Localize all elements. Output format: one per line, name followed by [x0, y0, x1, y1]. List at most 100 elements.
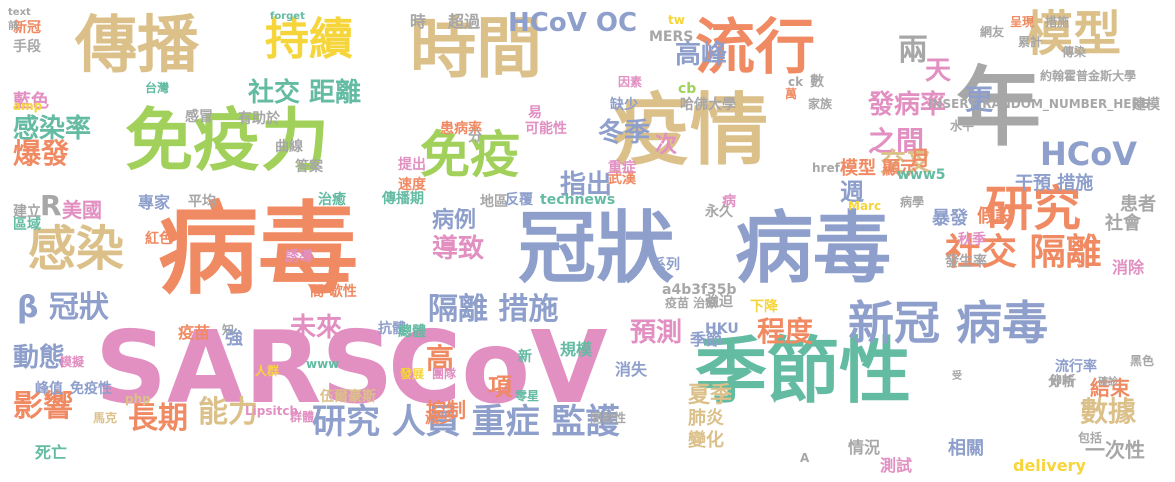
cloud-word: 確診 [1098, 377, 1118, 388]
cloud-word: 間歇性 [590, 411, 627, 425]
cloud-word: 結束 [1090, 376, 1130, 400]
cloud-word: 消失 [615, 360, 648, 379]
cloud-word: 伍爾豪斯 [320, 389, 376, 405]
cloud-word: 專家 [138, 193, 171, 212]
cloud-word: 感染 [28, 221, 125, 277]
cloud-word: 馬克 [93, 411, 118, 425]
cloud-word: cb [678, 81, 697, 97]
cloud-word: tw [668, 13, 685, 27]
cloud-word: 更 [965, 83, 994, 116]
cloud-word: 預測 [630, 318, 683, 348]
cloud-word: 群體 [290, 410, 315, 424]
cloud-word: 易 [528, 105, 542, 121]
cloud-word: 哈佛大學 [680, 97, 736, 113]
cloud-word: 峰值 [35, 381, 63, 397]
cloud-word: 疫苗 治療 [665, 296, 718, 310]
cloud-word: 夏季 [688, 383, 733, 408]
cloud-word: 指出 [560, 170, 613, 200]
cloud-word: 疫苗 [178, 323, 211, 342]
cloud-word: 知 [222, 323, 235, 337]
cloud-word: technews [540, 192, 616, 208]
cloud-word: 暴發 [932, 208, 968, 229]
cloud-word: php [125, 392, 151, 406]
cloud-word: 病毒 [158, 191, 358, 308]
cloud-word: 累計 [1018, 35, 1043, 49]
cloud-word: 團隊 [432, 367, 457, 381]
cloud-word: 年 [955, 58, 1041, 158]
cloud-word: 一次性 [1085, 438, 1145, 462]
cloud-word: 消除 [1112, 258, 1145, 277]
cloud-word: 冬季 [598, 118, 651, 148]
cloud-word: 交叉 [880, 148, 933, 178]
cloud-word: 因素 [618, 75, 643, 89]
cloud-word: 病毒 [735, 204, 892, 294]
cloud-word: HKU [705, 321, 739, 337]
cloud-word: 新冠 病毒 [848, 296, 1049, 350]
cloud-word: 總體 [398, 324, 426, 340]
cloud-word: 季節性 [695, 329, 912, 413]
cloud-word: 分 [468, 129, 482, 145]
cloud-word: 重症 [608, 160, 636, 176]
cloud-word: 假設 [977, 206, 1013, 227]
cloud-word: 免疫 [420, 126, 520, 184]
cloud-word: 紅色 [145, 231, 173, 247]
cloud-word: 兩 [898, 33, 928, 68]
cloud-word: A [800, 451, 810, 465]
cloud-word: 間 歇性 [310, 284, 357, 300]
cloud-word: 高峰 [675, 40, 728, 70]
cloud-word: 病學 [900, 195, 925, 209]
cloud-word: 誘導 [285, 249, 313, 265]
cloud-word: 社會 [1105, 213, 1141, 234]
cloud-word: 冠狀 [518, 204, 675, 294]
cloud-word: 台灣 [145, 81, 170, 95]
cloud-word: www5 [897, 167, 946, 183]
cloud-word: href [812, 161, 840, 175]
cloud-word: 高 [426, 342, 455, 375]
cloud-word: 社交 距離 [248, 78, 362, 108]
cloud-word: 程度 [757, 315, 814, 348]
cloud-word: 答案 [295, 159, 323, 175]
cloud-word: 分析 [1048, 374, 1076, 390]
cloud-word: 數據 [1080, 395, 1137, 428]
cloud-word: 隔離 措施 [428, 292, 559, 327]
cloud-word: 免疫力 [125, 102, 330, 181]
cloud-word: 秋季 [958, 232, 986, 248]
cloud-word: 能力 [198, 395, 258, 430]
cloud-word: 黑色 [1130, 354, 1155, 368]
cloud-word: 病例 [432, 208, 477, 233]
cloud-word: 未來 [290, 313, 343, 343]
cloud-word: 包括 [1078, 431, 1103, 445]
cloud-word: 建模 [1132, 97, 1160, 113]
cloud-word: R [40, 189, 62, 222]
cloud-word: 影響 [13, 389, 73, 424]
cloud-word: amp [13, 99, 43, 113]
cloud-word: 患病率 [440, 121, 482, 137]
cloud-word: 模型 顯示 [840, 158, 919, 179]
cloud-word: 項 [488, 373, 512, 401]
cloud-word: 呈現 [1010, 15, 1035, 29]
cloud-word: 流行 [695, 13, 815, 83]
cloud-word: 感染率 [13, 114, 92, 144]
cloud-word: 網友 [980, 25, 1005, 39]
cloud-word: 週 [840, 178, 864, 206]
cloud-word: 建立 [13, 204, 41, 220]
cloud-word: 藍色 [13, 91, 49, 112]
cloud-word: 缺少 [610, 97, 638, 113]
cloud-word: 爆發 [13, 137, 70, 170]
cloud-word: 時間 [410, 10, 542, 87]
cloud-word: 免疫性 [70, 381, 112, 397]
cloud-word: HCoV OC [508, 8, 638, 38]
cloud-word: 之間 [868, 125, 925, 158]
cloud-word: text [8, 7, 31, 18]
cloud-word: 傳播 [75, 8, 200, 81]
cloud-word: 病 [722, 194, 736, 210]
cloud-word: 干預 措施 [1015, 173, 1094, 194]
cloud-word: 發生率 [945, 254, 987, 270]
cloud-word: 治癒 [318, 192, 346, 208]
cloud-word: 次 [655, 133, 678, 158]
cloud-word: 受 [952, 371, 962, 382]
cloud-word: 措施 [1045, 15, 1070, 29]
cloud-word: ck [788, 75, 804, 89]
cloud-word: 曲線 [275, 139, 303, 155]
